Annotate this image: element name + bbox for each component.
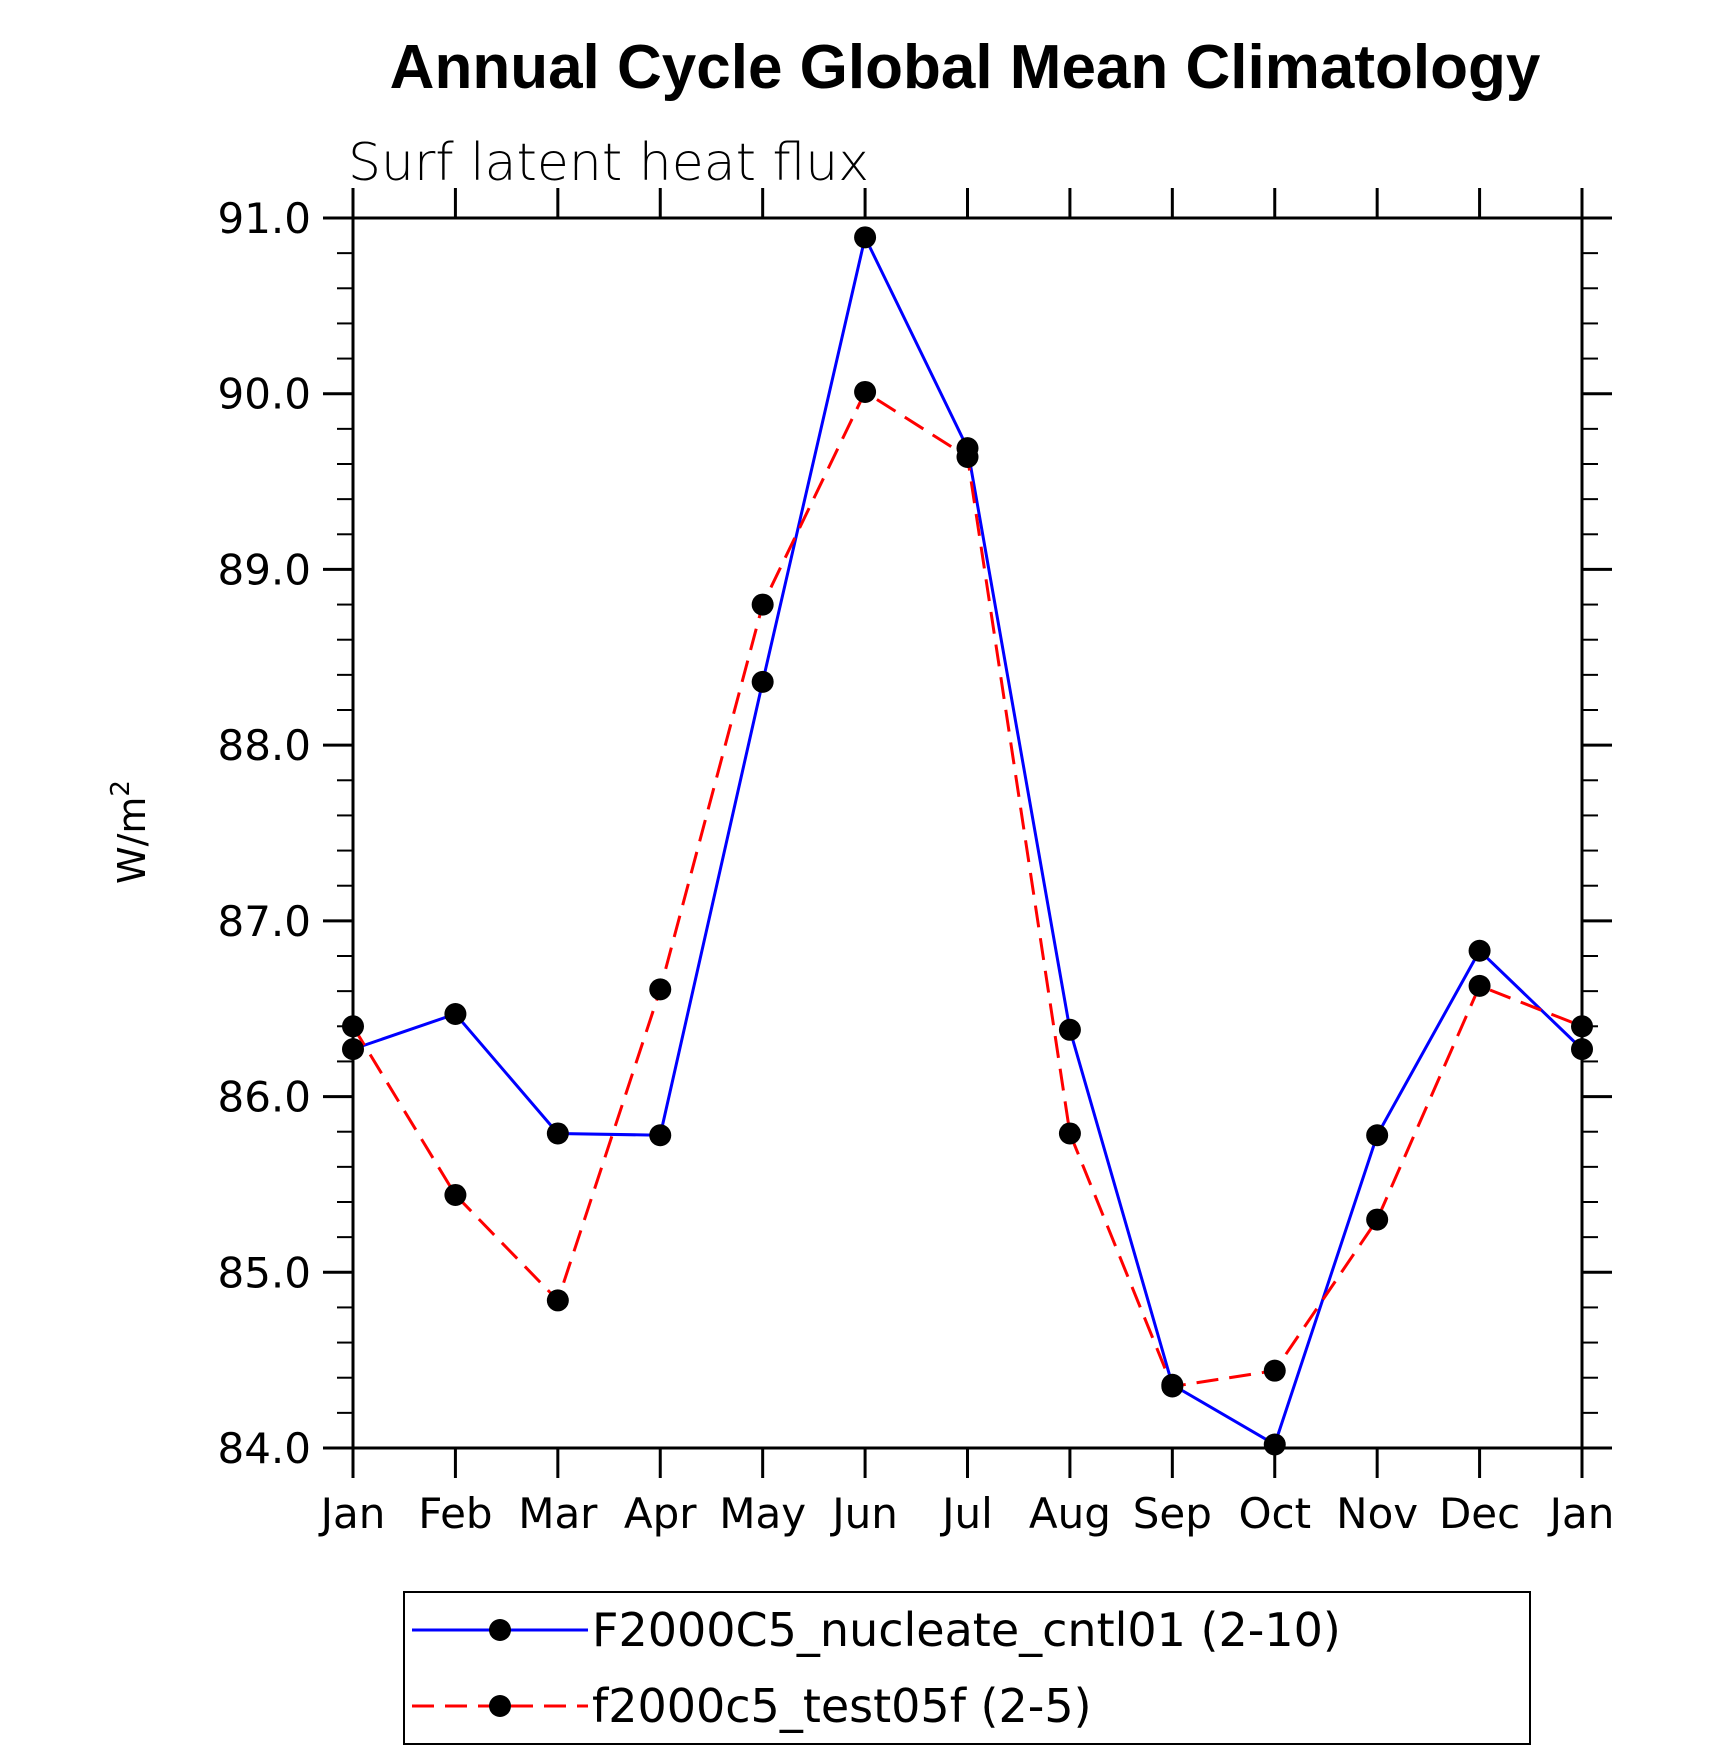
chart-subtitle: Surf latent heat flux: [348, 133, 869, 193]
x-tick-label: Jan: [1547, 1489, 1615, 1538]
plot-frame: [351, 216, 1584, 1450]
y-axis-label: W/m2: [106, 780, 154, 884]
legend-box: [403, 1591, 1531, 1745]
series-2-point: [444, 1183, 467, 1206]
y-axis-label-text: W/m: [110, 797, 154, 884]
series-2-point: [1366, 1208, 1389, 1231]
x-tick-label: Feb: [418, 1489, 492, 1538]
series-1-point: [1571, 1038, 1593, 1061]
y-tick-label: 86.0: [217, 1073, 311, 1122]
series-1-point: [649, 1124, 672, 1147]
svg-text:W/m2: W/m2: [106, 780, 154, 884]
series-1-point: [1366, 1124, 1389, 1147]
y-tick-label: 88.0: [217, 721, 311, 770]
axes: 84.0 85.0 86.0 87.0 88.0 89.0 90.0 91.0 Jan Feb Ma…: [217, 188, 1614, 1538]
series-1-point: [854, 226, 877, 249]
series-1-point: [342, 1038, 364, 1061]
series-2-point: [1571, 1015, 1593, 1038]
series-line-2: [351, 389, 1583, 1389]
y-tick-label: 87.0: [217, 897, 311, 946]
series-2-point: [751, 593, 774, 616]
series-layer: [342, 226, 1593, 1456]
x-tick-label: Sep: [1133, 1489, 1212, 1538]
x-tick-label: May: [719, 1489, 806, 1538]
legend-label-2: f2000c5_test05f (2-5): [592, 1679, 1092, 1733]
legend: F2000C5_nucleate_cntl01 (2-10) f2000c5_te…: [403, 1591, 1531, 1745]
series-2-point: [1468, 974, 1491, 997]
y-axis-label-superscript: 2: [106, 780, 136, 797]
chart-title: Annual Cycle Global Mean Climatology: [390, 33, 1541, 102]
series-1-point: [444, 1002, 467, 1025]
y-tick-label: 91.0: [217, 194, 311, 243]
series-2-point: [546, 1289, 569, 1312]
legend-marker-2: [489, 1695, 511, 1717]
series-2-point: [956, 445, 979, 468]
x-tick-label: Jul: [939, 1489, 993, 1538]
y-tick-label: 84.0: [217, 1424, 311, 1473]
series-1-point: [1058, 1018, 1081, 1041]
y-tick-label: 89.0: [217, 545, 311, 594]
x-tick-label: Mar: [518, 1489, 598, 1538]
series-2-point: [649, 978, 672, 1001]
x-tick-label: Oct: [1238, 1489, 1311, 1538]
x-tick-label: Dec: [1439, 1489, 1520, 1538]
series-line-1: [352, 232, 1584, 1447]
series-2-point: [342, 1015, 364, 1038]
x-tick-label: Nov: [1336, 1489, 1418, 1538]
series-1-point: [546, 1122, 569, 1145]
y-tick-label: 90.0: [217, 370, 311, 419]
x-tick-label: Apr: [624, 1489, 697, 1538]
series-2-point: [1058, 1122, 1081, 1145]
series-2-point: [1161, 1375, 1184, 1398]
series-1-point: [1468, 939, 1491, 962]
series-1-point: [751, 670, 774, 693]
legend-marker-1: [489, 1619, 511, 1641]
series-1-point: [1263, 1433, 1286, 1456]
x-tick-label: Aug: [1029, 1489, 1111, 1538]
legend-label-1: F2000C5_nucleate_cntl01 (2-10): [592, 1603, 1341, 1657]
series-2-point: [1263, 1359, 1286, 1382]
y-tick-label: 85.0: [217, 1248, 311, 1297]
x-tick-label: Jan: [318, 1489, 386, 1538]
series-2-point: [854, 380, 877, 403]
x-tick-label: Jun: [829, 1489, 898, 1538]
